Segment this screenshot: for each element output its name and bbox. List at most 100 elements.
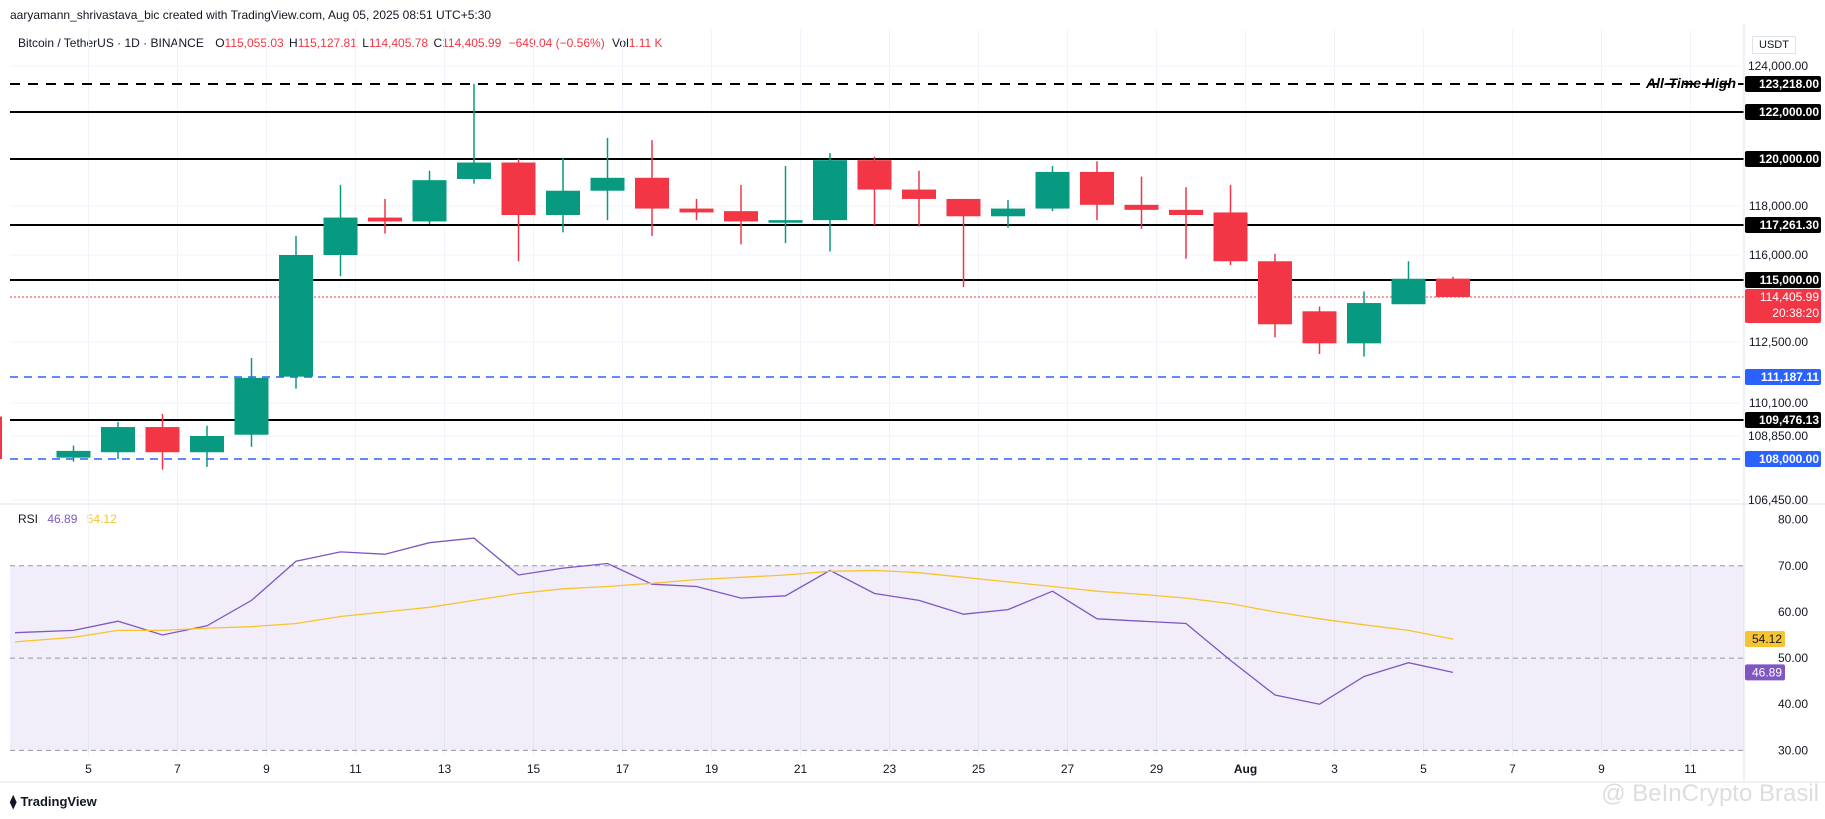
- low-label: L: [362, 36, 369, 50]
- rsi-ma-value: 54.12: [86, 512, 117, 526]
- level-badge-text: 122,000.00: [1759, 105, 1819, 119]
- currency-badge[interactable]: USDT: [1752, 36, 1796, 54]
- x-tick-label: 5: [85, 762, 92, 776]
- y-tick-label: 112,500.00: [1749, 335, 1808, 349]
- candle-body: [1302, 311, 1337, 344]
- tradingview-logo[interactable]: ⧫ TradingView: [10, 794, 97, 810]
- close-value: 114,405.99: [442, 36, 502, 50]
- x-tick-label: 23: [883, 762, 897, 776]
- candle-body: [590, 177, 625, 191]
- rsi-tick-label: 60.00: [1778, 605, 1808, 619]
- level-badge: [1745, 451, 1821, 467]
- candle-body: [1035, 171, 1070, 209]
- open-value: 115,055.03: [224, 36, 284, 50]
- x-tick-label: 3: [1331, 762, 1338, 776]
- rsi-lines: [14, 537, 1454, 705]
- rsi-label[interactable]: RSI: [18, 512, 39, 526]
- rsi-tick-label: 40.00: [1778, 697, 1808, 711]
- tradingview-text: TradingView: [20, 794, 97, 809]
- rsi-bands: [10, 565, 1744, 751]
- candle-body: [1347, 303, 1381, 344]
- last-price-text: 114,405.99: [1760, 290, 1819, 304]
- high-label: H: [289, 36, 298, 50]
- x-tick-label: 19: [705, 762, 719, 776]
- y-tick-label: 106,450.00: [1748, 493, 1808, 507]
- symbol-legend: Bitcoin / TetherUS · 1D · BINANCE O115,0…: [18, 36, 663, 50]
- candle-body: [546, 190, 580, 216]
- candle-body: [457, 162, 491, 179]
- candle-body: [1391, 278, 1426, 305]
- last-price-badge: [1745, 289, 1821, 323]
- level-badge-text: 120,000.00: [1759, 152, 1819, 166]
- x-tick-label: 27: [1061, 762, 1075, 776]
- level-badge: [1745, 369, 1821, 385]
- y-tick-label: 108,850.00: [1748, 429, 1808, 443]
- candle-body: [101, 427, 135, 453]
- candle-body: [724, 211, 758, 222]
- axis-labels: 5 7 9 11 13 15 17 19 21 23 25 27 29 Aug 3 5 7 9 11 124,000.…: [85, 59, 1821, 776]
- candle-body: [1258, 261, 1292, 325]
- level-badge-text: 117,261.30: [1760, 218, 1820, 232]
- rsi-value-badge: [1745, 664, 1785, 681]
- rsi-ma-line: [14, 569, 1454, 643]
- level-badge-text: 123,218.00: [1759, 77, 1819, 91]
- candle-body: [368, 217, 402, 222]
- candle-body: [1080, 171, 1114, 205]
- candle-body: [323, 217, 358, 255]
- close-label: C: [433, 36, 443, 50]
- x-tick-label: 9: [1598, 762, 1605, 776]
- level-badge: [1745, 217, 1821, 233]
- x-tick-label: 25: [972, 762, 986, 776]
- open-label: O: [215, 36, 225, 50]
- x-tick-label: 11: [1684, 762, 1697, 776]
- candle-body: [56, 450, 91, 458]
- x-tick-label: 7: [1509, 762, 1516, 776]
- y-tick-label: 124,000.00: [1748, 59, 1808, 73]
- candle-body: [991, 208, 1025, 217]
- chart-credit: aaryamann_shrivastava_bic created with T…: [10, 8, 492, 22]
- level-badge: [1745, 104, 1821, 120]
- rsi-tick-label: 30.00: [1778, 743, 1808, 757]
- candle-body: [0, 416, 2, 459]
- rsi-legend: RSI 46.89 54.12: [18, 512, 117, 526]
- candle-body: [279, 255, 313, 377]
- axes: [0, 24, 1825, 783]
- rsi-value-badge: [1745, 631, 1785, 648]
- rsi-tick-label: 50.00: [1778, 651, 1808, 665]
- rsi-value: 46.89: [47, 512, 78, 526]
- symbol-title[interactable]: Bitcoin / TetherUS · 1D · BINANCE: [18, 36, 204, 50]
- x-tick-label: 17: [616, 762, 630, 776]
- watermark: @ BeInCrypto Brasil: [1601, 780, 1819, 807]
- rsi-value-text: 54.12: [1752, 632, 1782, 646]
- level-badge: [1745, 412, 1821, 428]
- level-badge-text: 108,000.00: [1759, 452, 1819, 466]
- x-tick-label: 29: [1150, 762, 1164, 776]
- x-tick-label: 9: [263, 762, 270, 776]
- high-value: 115,127.81: [297, 36, 357, 50]
- change-value: −649.04 (−0.56%): [508, 36, 605, 50]
- rsi-tick-label: 80.00: [1778, 513, 1808, 527]
- candle-body: [1436, 278, 1470, 297]
- rsi-line: [14, 537, 1454, 705]
- x-tick-label: 11: [349, 762, 362, 776]
- level-badge-text: 115,000.00: [1760, 273, 1820, 287]
- rsi-tick-label: 70.00: [1778, 559, 1808, 573]
- candles: [0, 84, 1470, 470]
- level-note: All-Time High: [1645, 75, 1736, 91]
- candle-body: [145, 427, 180, 453]
- candle-body: [234, 377, 269, 435]
- x-tick-label: Aug: [1234, 762, 1257, 776]
- x-tick-label: 15: [527, 762, 541, 776]
- candle-body: [1169, 209, 1203, 216]
- level-badge: [1745, 151, 1821, 167]
- candle-body: [1124, 204, 1159, 210]
- x-tick-label: 13: [438, 762, 452, 776]
- level-badge-text: 111,187.11: [1761, 370, 1819, 384]
- candle-body: [857, 160, 892, 190]
- x-tick-label: 7: [174, 762, 181, 776]
- candle-body: [946, 198, 981, 217]
- candle-body: [902, 189, 936, 199]
- candle-body: [679, 208, 714, 213]
- y-tick-label: 116,000.00: [1749, 248, 1808, 262]
